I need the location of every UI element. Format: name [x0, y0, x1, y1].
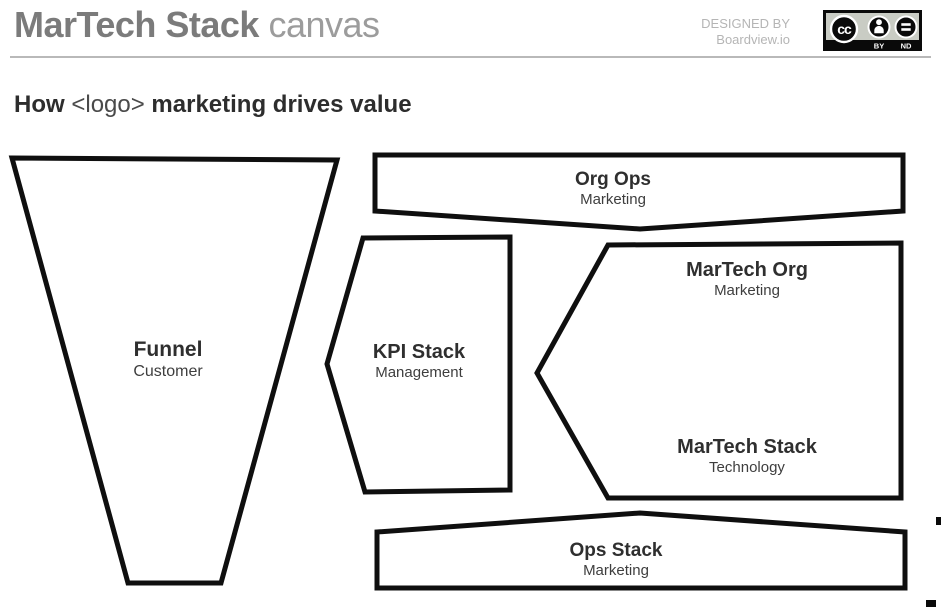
org-ops-label: Org Ops Marketing: [575, 169, 651, 210]
funnel-label: Funnel Customer: [133, 338, 202, 382]
page-title-light: canvas: [268, 4, 380, 45]
martech-org-label: MarTech Org Marketing: [686, 259, 808, 301]
cc-badge-graphic: cc BY ND: [823, 10, 922, 51]
subtitle-suffix: marketing drives value: [151, 91, 412, 118]
cc-license-badge[interactable]: cc BY ND: [823, 10, 922, 51]
funnel-title: Funnel: [133, 338, 203, 361]
kpi-stack-shape: [324, 234, 513, 495]
by-label: BY: [874, 42, 884, 51]
org-ops-title: Org Ops: [574, 169, 652, 190]
cc-circle-icon: [829, 14, 859, 44]
org-ops-subtitle: Marketing: [580, 191, 646, 209]
martech-stack-title: MarTech Stack: [677, 436, 817, 458]
equals-bar-bottom: [901, 28, 911, 31]
martech-stack-subtitle: Technology: [709, 459, 785, 477]
ops-stack-label: Ops Stack Marketing: [570, 540, 663, 581]
martech-org-title: MarTech Org: [686, 259, 808, 281]
org-ops-shape: [372, 152, 906, 232]
canvas-subtitle: How <logo> marketing drives value: [14, 91, 412, 119]
designed-by-line: DESIGNED BY: [701, 16, 790, 31]
boardview-credit: Boardview.io: [716, 32, 790, 47]
martech-org-subtitle: Marketing: [714, 282, 780, 300]
designed-by-credit: DESIGNED BY Boardview.io: [701, 16, 790, 48]
nd-label: ND: [901, 42, 912, 51]
funnel-shape: [8, 155, 341, 586]
kpi-stack-label: KPI Stack Management: [373, 341, 465, 383]
equals-bar-top: [901, 23, 911, 26]
ops-stack-shape: [374, 510, 908, 591]
ops-stack-title: Ops Stack: [569, 540, 663, 561]
martech-org-shape: [534, 240, 904, 501]
edge-artifact-mark: [936, 517, 941, 525]
person-body-icon: [874, 25, 884, 34]
page-title: MarTech Stack canvas: [14, 4, 380, 46]
header-divider: [10, 56, 931, 58]
cc-letters: cc: [837, 21, 852, 37]
funnel-subtitle: Customer: [133, 362, 203, 380]
no-derivatives-icon: [894, 15, 918, 39]
corner-artifact-mark: [926, 600, 936, 607]
kpi-stack-subtitle: Management: [375, 364, 463, 382]
kpi-stack-title: KPI Stack: [372, 341, 466, 363]
logo-placeholder: <logo>: [71, 91, 145, 118]
page-title-bold: MarTech Stack: [14, 4, 259, 45]
ops-stack-subtitle: Marketing: [583, 562, 649, 580]
person-head-icon: [876, 19, 882, 26]
subtitle-prefix: How: [14, 91, 65, 118]
martech-stack-label: MarTech Stack Technology: [677, 436, 817, 478]
